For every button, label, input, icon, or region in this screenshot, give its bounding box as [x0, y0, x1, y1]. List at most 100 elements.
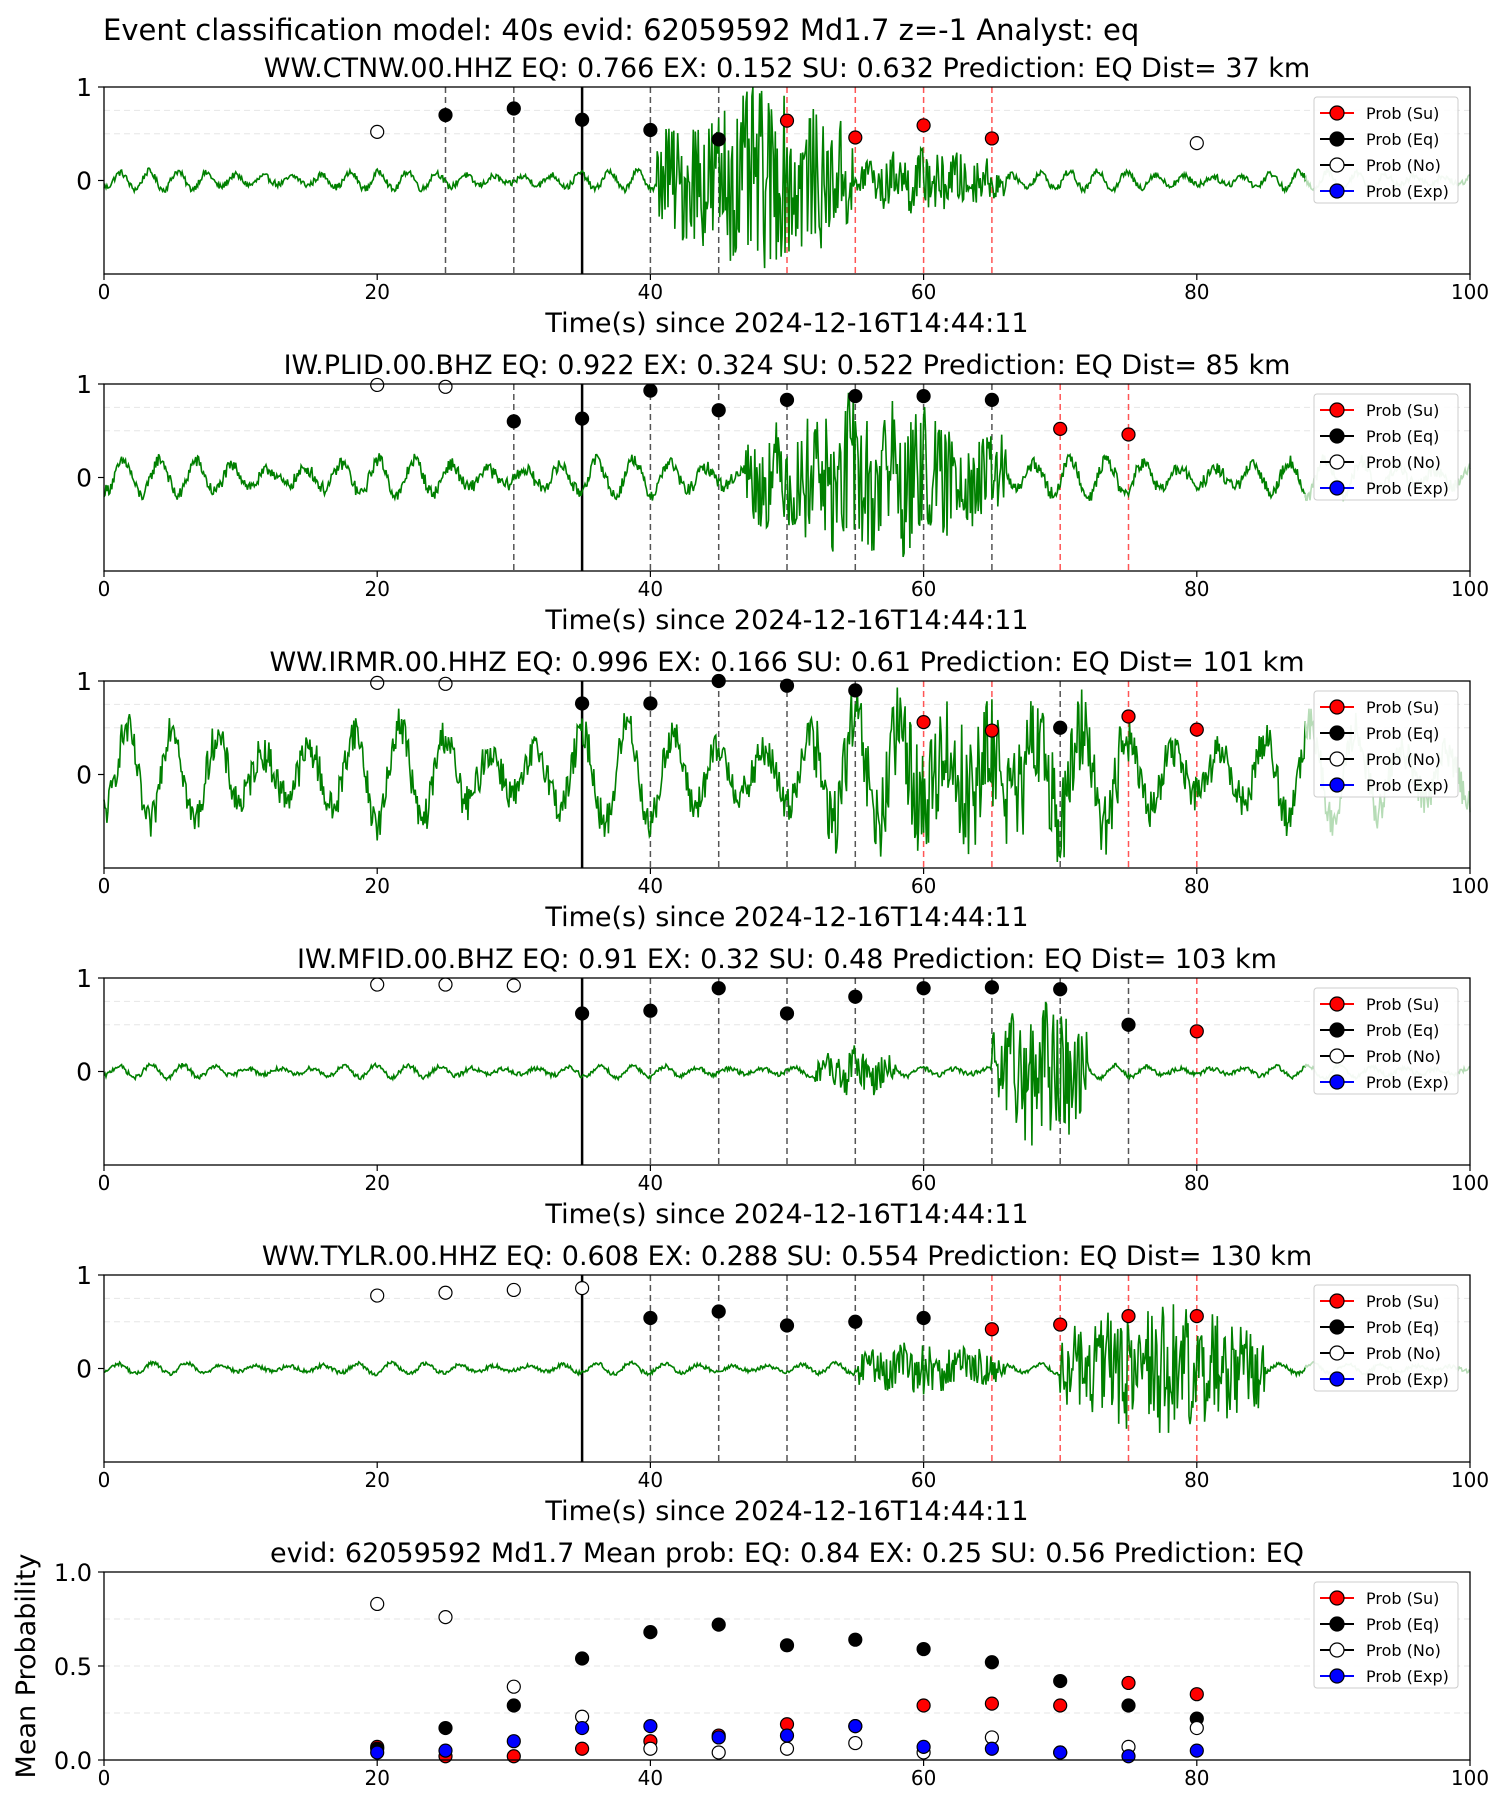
legend: Prob (Su) Prob (Eq) Prob (No) Prob (Exp) — [1313, 1284, 1459, 1392]
plot-frame — [103, 1274, 1471, 1463]
figure-title: Event classification model: 40s evid: 62… — [103, 13, 1139, 47]
legend-label-no: Prob (No) — [1366, 750, 1441, 769]
mean-point-su — [1121, 1675, 1136, 1691]
legend-marker-eq — [1329, 1616, 1345, 1632]
prob-point-eq — [574, 411, 590, 426]
prob-point-eq — [643, 696, 658, 711]
y-axis-label: Mean Probability — [11, 1554, 42, 1779]
prob-point-eq — [779, 1318, 795, 1333]
legend-label-no: Prob (No) — [1366, 453, 1441, 472]
x-tick-label: 20 — [364, 1468, 389, 1492]
y-tick-label: 1 — [76, 964, 92, 993]
legend-label-su: Prob (Su) — [1366, 1292, 1439, 1311]
legend-marker-exp — [1329, 183, 1345, 199]
legend-marker-no — [1329, 1345, 1345, 1361]
prob-point-eq — [1121, 1017, 1136, 1032]
prob-point-eq — [643, 1003, 658, 1018]
mean-point-su — [1189, 1687, 1204, 1702]
legend-marker-su — [1329, 699, 1345, 715]
legend-marker-exp — [1329, 777, 1345, 793]
mean-point-exp — [370, 1745, 385, 1760]
legend: Prob (Su) Prob (Eq) Prob (No) Prob (Exp) — [1313, 690, 1459, 798]
x-axis-label: Time(s) since 2024-12-16T14:44:11 — [544, 1199, 1028, 1230]
mean-point-no — [438, 1610, 453, 1625]
panel-title: IW.PLID.00.BHZ EQ: 0.922 EX: 0.324 SU: 0… — [284, 350, 1291, 381]
legend-box — [1313, 690, 1459, 798]
prob-point-no — [1189, 136, 1204, 151]
prob-point-eq — [1053, 720, 1068, 735]
y-tick-label: 1 — [76, 667, 92, 696]
mean-point-eq — [574, 1651, 590, 1666]
mean-point-exp — [916, 1739, 931, 1754]
panel-title: WW.CTNW.00.HHZ EQ: 0.766 EX: 0.152 SU: 0… — [264, 53, 1310, 84]
waveform-trace — [103, 392, 1307, 558]
y-tick-label: 0 — [76, 761, 92, 790]
mean-point-exp — [984, 1741, 1000, 1756]
legend: Prob (Su) Prob (Eq) Prob (No) Prob (Exp) — [1313, 96, 1459, 204]
prob-point-su — [1053, 421, 1068, 436]
legend-marker-exp — [1329, 1668, 1345, 1684]
x-tick-label: 20 — [364, 874, 389, 898]
y-tick-label: 0 — [76, 167, 92, 196]
legend-label-su: Prob (Su) — [1366, 1589, 1439, 1608]
y-tick-label: 0 — [76, 464, 92, 493]
mean-point-eq — [984, 1655, 1000, 1670]
mean-point-su — [574, 1741, 590, 1756]
mean-point-eq — [711, 1617, 726, 1632]
panel-3: WW.IRMR.00.HHZ EQ: 0.996 EX: 0.166 SU: 0… — [76, 647, 1489, 933]
prob-point-eq — [438, 107, 453, 123]
y-tick-label: 0 — [76, 1355, 92, 1384]
legend-marker-eq — [1329, 725, 1345, 741]
prob-point-eq — [984, 392, 1000, 407]
waveform-trace — [103, 685, 1307, 863]
x-tick-label: 60 — [911, 577, 936, 601]
prob-point-su — [916, 118, 931, 133]
mean-point-eq — [1121, 1698, 1136, 1713]
legend-marker-no — [1329, 1642, 1345, 1658]
waveform-trace — [103, 1304, 1307, 1433]
x-tick-label: 60 — [911, 1171, 936, 1195]
legend-marker-exp — [1329, 1074, 1345, 1090]
plot-frame — [103, 383, 1471, 572]
mean-point-exp — [643, 1719, 658, 1734]
prob-point-su — [1121, 1309, 1136, 1324]
x-tick-label: 80 — [1184, 577, 1209, 601]
mean-point-no — [506, 1679, 521, 1694]
prob-point-eq — [506, 101, 521, 116]
prob-point-eq — [643, 383, 658, 398]
x-tick-label: 20 — [364, 1171, 389, 1195]
prob-point-eq — [779, 678, 795, 693]
legend-label-no: Prob (No) — [1366, 1344, 1441, 1363]
legend-label-su: Prob (Su) — [1366, 104, 1439, 123]
mean-point-eq — [848, 1632, 863, 1647]
y-tick-label: 1 — [76, 370, 92, 399]
panel-2: IW.PLID.00.BHZ EQ: 0.922 EX: 0.324 SU: 0… — [76, 350, 1489, 636]
x-axis-label: Time(s) since 2024-12-16T14:44:11 — [544, 605, 1028, 636]
mean-point-eq — [506, 1698, 521, 1713]
legend-box — [1313, 987, 1459, 1095]
legend-label-eq: Prob (Eq) — [1366, 1615, 1439, 1634]
prob-point-eq — [1053, 982, 1068, 997]
mean-point-su — [916, 1698, 931, 1713]
x-tick-label: 80 — [1184, 1468, 1209, 1492]
prob-point-su — [1189, 1024, 1204, 1039]
prob-point-no — [438, 379, 453, 394]
x-tick-label: 20 — [364, 577, 389, 601]
x-tick-label: 60 — [911, 1468, 936, 1492]
prob-point-eq — [711, 403, 726, 418]
mean-point-exp — [1121, 1749, 1136, 1764]
x-tick-label: 80 — [1184, 874, 1209, 898]
legend-label-no: Prob (No) — [1366, 156, 1441, 175]
legend-marker-su — [1329, 402, 1345, 418]
prob-point-eq — [643, 1310, 658, 1326]
mean-point-no — [848, 1735, 863, 1751]
legend-marker-no — [1329, 454, 1345, 470]
mean-point-exp — [574, 1720, 590, 1736]
x-tick-label: 0 — [98, 1468, 111, 1492]
x-tick-label: 100 — [1451, 874, 1489, 898]
panel-1: WW.CTNW.00.HHZ EQ: 0.766 EX: 0.152 SU: 0… — [76, 53, 1489, 339]
x-tick-label: 40 — [638, 1171, 663, 1195]
x-tick-label: 60 — [911, 1766, 936, 1790]
